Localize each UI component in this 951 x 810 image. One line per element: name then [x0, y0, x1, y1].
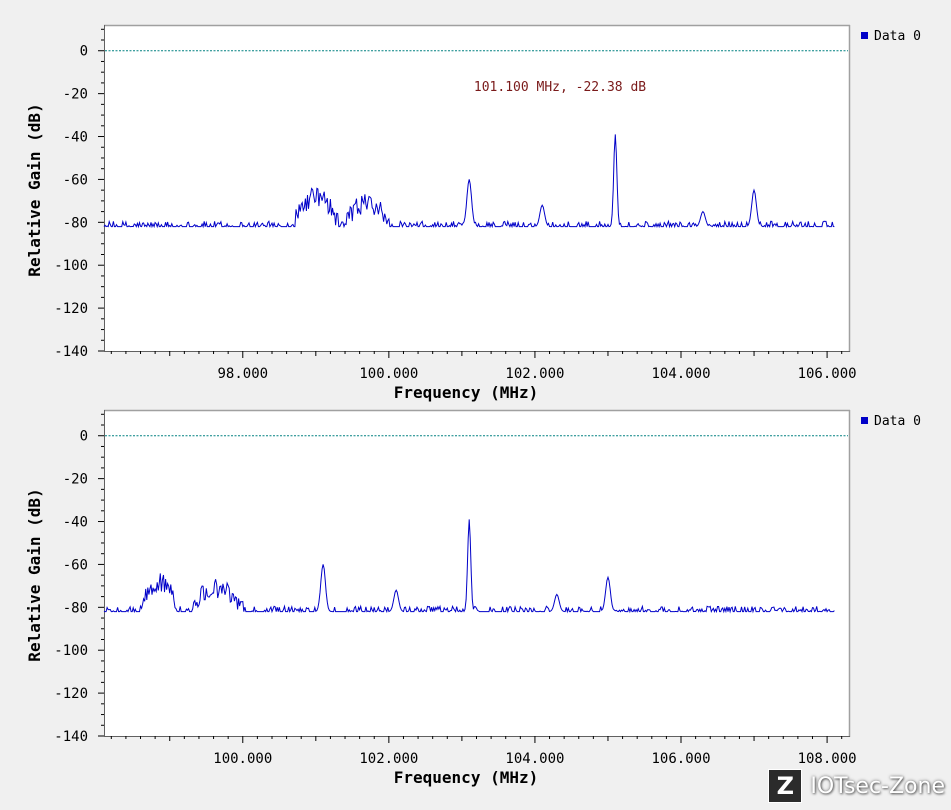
x-tick-label: 104.000 [652, 366, 711, 382]
spectrum-plot-bottom: 0 -20 -40 -60 -80 -100 -120 -140 100.000 102.000… [0, 385, 951, 810]
y-tick-label: -140 [54, 344, 88, 360]
x-tick-label: 102.000 [359, 751, 418, 767]
watermark: Z IOTsec-Zone [768, 768, 945, 804]
legend[interactable]: Data 0 [861, 29, 921, 44]
data-0-trace [103, 519, 835, 614]
x-tick-label: 100.000 [359, 366, 418, 382]
x-axis: 98.000 100.000 102.000 104.000 106.000 [110, 351, 857, 382]
spectrum-chart-top: 0 -20 -40 -60 -80 -100 -120 -140 98.000 100.000 1… [25, 24, 921, 402]
data-series [103, 519, 835, 614]
y-tick-label: -140 [54, 729, 88, 745]
x-axis-title: Frequency (MHz) [394, 383, 539, 402]
data-0-trace [103, 134, 835, 229]
y-tick-label: -100 [54, 258, 88, 274]
y-tick-label: -120 [54, 301, 88, 317]
y-tick-label: 0 [80, 44, 88, 60]
spectrum-plot-top: 0 -20 -40 -60 -80 -100 -120 -140 98.000 100.000 1… [25, 24, 921, 402]
x-tick-label: 98.000 [217, 366, 268, 382]
y-axis-title: Relative Gain (dB) [25, 103, 44, 276]
legend-label: Data 0 [874, 414, 921, 429]
y-axis: 0 -20 -40 -60 -80 -100 -120 -140 [54, 28, 104, 360]
marker-readout: 101.100 MHz, -22.38 dB [474, 80, 646, 95]
y-axis-title: Relative Gain (dB) [25, 488, 44, 661]
x-tick-label: 104.000 [505, 751, 564, 767]
watermark-text: IOTsec-Zone [810, 773, 945, 799]
legend-swatch [861, 417, 868, 424]
plot-area [104, 25, 850, 352]
y-tick-label: -40 [63, 130, 88, 146]
data-series [103, 134, 835, 229]
spectrum-chart-bottom: 0 -20 -40 -60 -80 -100 -120 -140 100.000 102.000… [25, 409, 921, 787]
legend-label: Data 0 [874, 29, 921, 44]
y-tick-label: -40 [63, 515, 88, 531]
y-tick-label: -120 [54, 686, 88, 702]
y-tick-label: -20 [63, 87, 88, 103]
plot-area [104, 410, 850, 737]
x-axis: 100.000 102.000 104.000 106.000 108.000 [110, 736, 857, 767]
x-tick-label: 108.000 [798, 751, 857, 767]
watermark-logo: Z [768, 769, 803, 803]
y-tick-label: -60 [63, 557, 88, 573]
y-tick-label: -80 [63, 215, 88, 231]
y-tick-label: -60 [63, 172, 88, 188]
x-tick-label: 100.000 [213, 751, 272, 767]
x-axis-title: Frequency (MHz) [394, 768, 539, 787]
x-tick-label: 106.000 [798, 366, 857, 382]
x-tick-label: 106.000 [652, 751, 711, 767]
y-axis: 0 -20 -40 -60 -80 -100 -120 -140 [54, 413, 104, 745]
y-tick-label: -20 [63, 472, 88, 488]
y-tick-label: -100 [54, 643, 88, 659]
legend[interactable]: Data 0 [861, 414, 921, 429]
y-tick-label: -80 [63, 600, 88, 616]
y-tick-label: 0 [80, 429, 88, 445]
x-tick-label: 102.000 [505, 366, 564, 382]
legend-swatch [861, 32, 868, 39]
